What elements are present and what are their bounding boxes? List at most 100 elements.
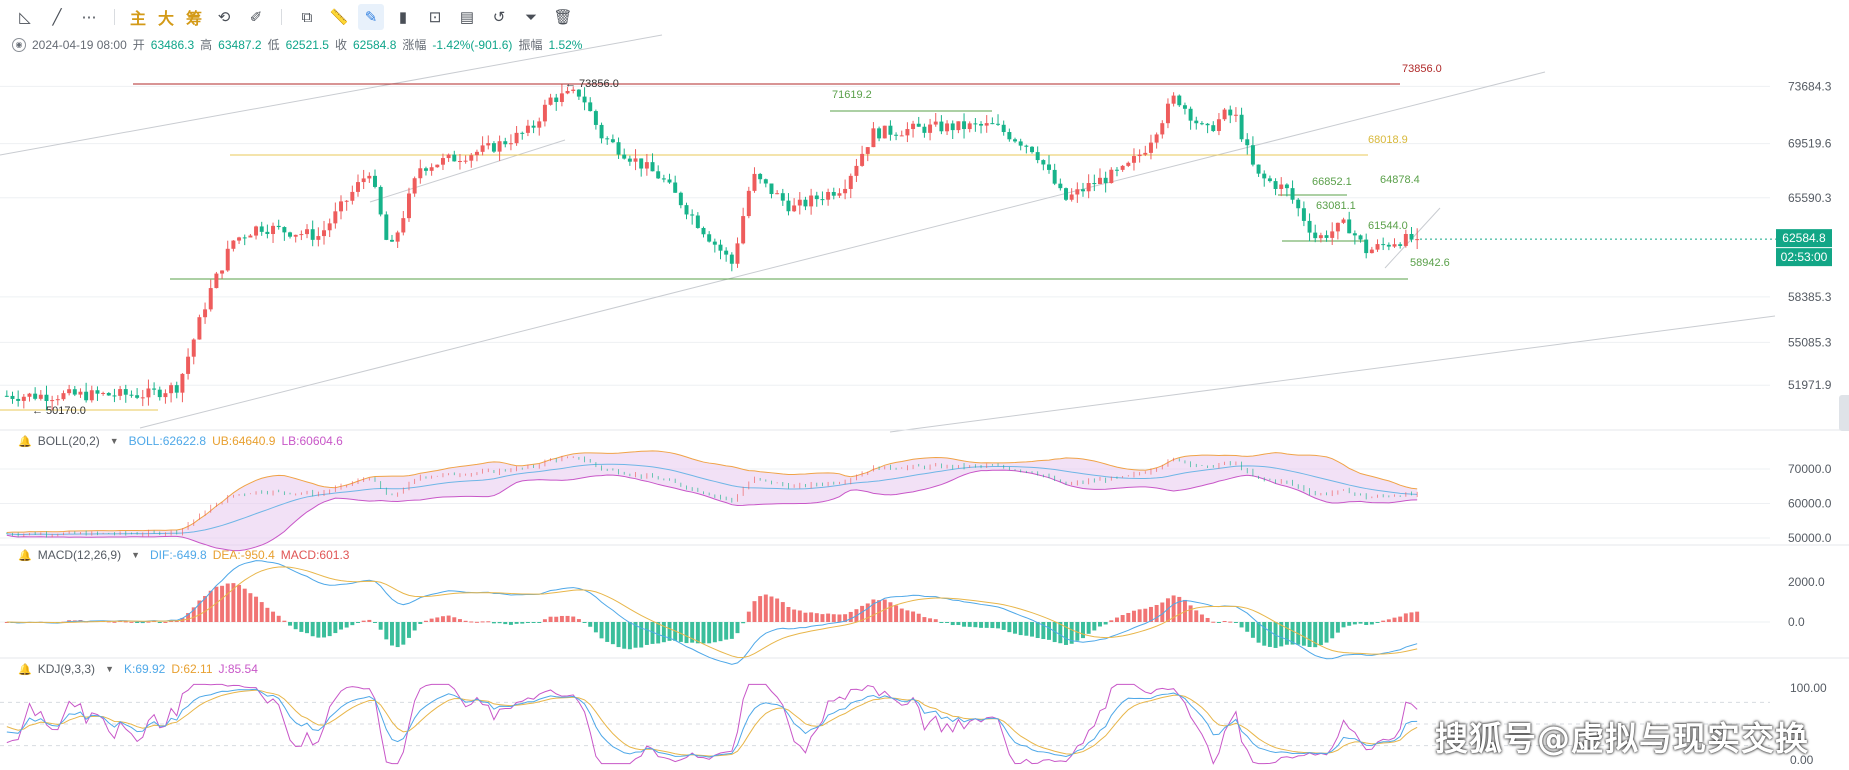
macd-histogram-bar	[962, 622, 967, 627]
chevron-down-icon[interactable]: ▼	[131, 550, 140, 560]
bell-icon[interactable]: 🔔	[18, 663, 32, 676]
more-tools-icon[interactable]: ⋯	[81, 9, 97, 26]
bell-icon[interactable]: 🔔	[18, 435, 32, 448]
visibility-icon[interactable]: ◉	[12, 37, 26, 52]
macd-histogram-bar	[661, 622, 666, 643]
candle-body	[627, 158, 632, 162]
boll-upper-line	[6, 450, 1418, 534]
chevron-down-icon[interactable]: ▼	[109, 436, 119, 446]
indicator-edit-icon[interactable]: ⟲	[217, 9, 231, 26]
candle-body	[939, 121, 944, 132]
macd-histogram-bar	[1148, 606, 1153, 622]
candle-body	[894, 134, 899, 136]
macd-histogram-bar	[1188, 605, 1193, 622]
filter-icon[interactable]: ⏷	[524, 8, 537, 26]
candle-body	[271, 225, 276, 235]
candle-body	[537, 121, 542, 128]
candle-body	[814, 195, 819, 200]
candle-body	[1171, 95, 1176, 104]
candle-body	[33, 393, 38, 399]
macd-histogram-bar	[508, 622, 513, 625]
macd-histogram-bar	[1239, 622, 1244, 628]
candle-body	[531, 125, 536, 128]
macd-histogram-bar	[780, 602, 785, 622]
panel-collapse-handle[interactable]	[1839, 395, 1849, 431]
toolbar-separator	[114, 9, 115, 25]
macd-histogram-bar	[1160, 602, 1165, 622]
candle-type-icon[interactable]: ▮	[398, 9, 408, 26]
copy-icon[interactable]: ⧉	[301, 8, 313, 26]
trend-angle-icon[interactable]: ◺	[19, 9, 31, 26]
macd-histogram-bar	[571, 616, 576, 622]
macd-histogram-bar	[1109, 620, 1114, 622]
pen-icon[interactable]: ✎	[358, 4, 384, 30]
candle-body	[1216, 119, 1221, 131]
main-indicator-button[interactable]: 主	[129, 11, 146, 28]
large-button[interactable]: 大	[157, 11, 174, 28]
chevron-down-icon[interactable]: ▼	[105, 664, 114, 674]
magnet-icon[interactable]: ↺	[492, 9, 506, 26]
macd-histogram-bar	[882, 599, 887, 622]
candle-body	[1069, 194, 1074, 200]
candle-body	[118, 389, 123, 396]
macd-histogram-bar	[565, 615, 570, 622]
macd-histogram-bar	[316, 622, 321, 638]
candle-body	[1092, 183, 1097, 185]
macd-histogram-bar	[724, 622, 729, 640]
candle-body	[1352, 233, 1357, 236]
candle-body	[1120, 165, 1125, 170]
candle-body	[254, 226, 259, 236]
candle-body	[112, 395, 117, 397]
chip-button[interactable]: 筹	[185, 11, 202, 28]
ruler-icon[interactable]: 📏	[329, 9, 349, 26]
macd-histogram-bar	[248, 593, 253, 622]
macd-histogram-bar	[599, 622, 604, 639]
line-tool-icon[interactable]: ╱	[52, 9, 62, 26]
draw-erase-icon[interactable]: ✐	[249, 9, 263, 26]
macd-histogram-bar	[537, 622, 542, 623]
candle-body	[55, 399, 60, 401]
candle-body	[84, 391, 89, 401]
annotation-low-marker: ← 50170.0	[32, 405, 86, 417]
change-value: -1.42%(-901.6)	[432, 37, 513, 52]
candle-body	[741, 216, 746, 244]
bell-icon[interactable]: 🔔	[18, 549, 32, 562]
candle-body	[174, 385, 179, 393]
candle-body	[1301, 208, 1306, 221]
annotation-yellow-line: 68018.9	[1368, 134, 1408, 146]
macd-histogram-bar	[803, 612, 808, 622]
candle-body	[10, 395, 15, 399]
macd-histogram-bar	[1222, 620, 1227, 622]
macd-histogram-bar	[1001, 622, 1006, 630]
lock-icon[interactable]: ⊡	[428, 9, 442, 26]
candle-body	[186, 356, 191, 374]
macd-histogram-bar	[627, 622, 632, 650]
candle-body	[1313, 232, 1318, 239]
candle-body	[775, 193, 780, 195]
macd-histogram-bar	[1307, 622, 1312, 647]
macd-histogram-bar	[792, 609, 797, 622]
price-tick-label: 65590.3	[1788, 191, 1832, 205]
boll-mid-line	[6, 463, 1418, 536]
annotation-top-resistance-line: 73856.0	[1402, 63, 1442, 75]
candle-body	[305, 229, 310, 235]
macd-histogram-bar	[1075, 622, 1080, 641]
candle-body	[395, 232, 400, 242]
boll-tick-label: 70000.0	[1788, 462, 1832, 476]
candle-body	[905, 129, 910, 136]
macd-histogram-bar	[712, 622, 717, 643]
trash-icon[interactable]: 🗑	[553, 9, 573, 26]
macd-histogram-bar	[741, 622, 746, 624]
candle-body	[843, 188, 848, 194]
candle-body	[293, 234, 298, 237]
annotation-support-line: 58942.6	[1410, 257, 1450, 269]
candle-body	[220, 270, 225, 274]
macd-histogram-bar	[1403, 613, 1408, 622]
macd-histogram-bar	[1216, 622, 1221, 623]
macd-histogram-bar	[843, 614, 848, 622]
note-icon[interactable]: ▤	[459, 9, 475, 26]
candle-body	[1233, 114, 1238, 116]
candle-body	[582, 96, 587, 103]
macd-histogram-bar	[718, 622, 723, 642]
